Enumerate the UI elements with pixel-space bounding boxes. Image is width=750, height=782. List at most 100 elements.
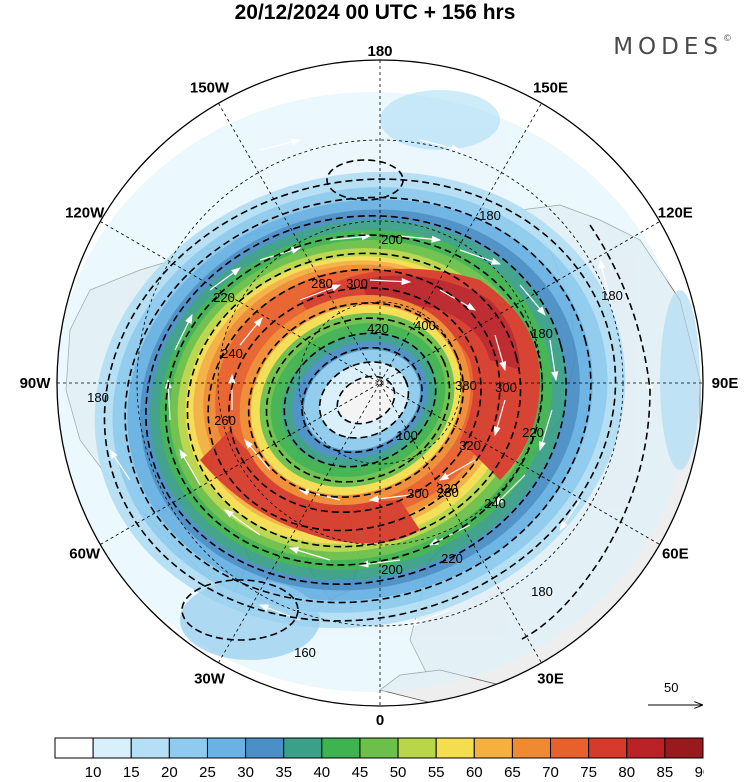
contour-label: 180 [531,584,553,599]
colorbar-tick-label: 30 [237,764,254,781]
colorbar-swatch [206,737,247,759]
brand-logo: MODES© [613,34,732,60]
colorbar-swatch [588,737,628,759]
contour-east-180 [519,224,651,641]
patch-north [380,90,500,150]
longitude-label: 30E [537,670,564,687]
contour-180 [103,178,617,622]
colorbar-tick-label: 35 [275,764,292,781]
colorbar-tick-label: 20 [161,764,178,781]
wind-vector [174,313,193,351]
contour-label: 320 [436,481,458,496]
contour-label: 200 [381,562,403,577]
contour-260 [186,252,522,548]
contour-220 [145,215,567,585]
colorbar-swatch [168,737,208,759]
colorbar-swatch [359,737,399,759]
contour-label: 400 [414,318,436,333]
contour-label: 240 [221,346,243,361]
contour-label: 300 [495,380,517,395]
contour-labels: 180 180 200 220 240 260 280 300 420 400 380 300 320 3… [87,208,623,660]
wind-vector [109,449,131,481]
wind-vector [459,249,502,265]
colorbar-tick-label: 15 [123,764,140,781]
wind-vector [179,448,201,486]
longitude-label: 180 [367,43,392,60]
contour-label: 300 [407,486,429,501]
contour-label: 260 [214,413,236,428]
longitude-label: 90E [712,375,739,392]
contour-label: 180 [601,288,623,303]
colorbar-swatch [92,737,132,759]
wind-vector [288,546,331,561]
contour-label: 320 [459,438,481,453]
contour-label: 180 [531,326,553,341]
contour-label: 420 [367,321,389,336]
reference-vector-label: 50 [664,680,679,695]
chart-title: 20/12/2024 00 UTC + 156 hrs [234,1,516,24]
longitude-label: 90W [20,375,52,392]
colorbar-swatch [511,737,552,759]
contour-200 [124,196,592,604]
map-boundary [56,59,704,707]
wind-vector [419,139,462,152]
contour-320 [247,302,465,498]
wind-vector [224,509,261,536]
contour-label: 280 [437,485,459,500]
wind-vector [493,399,506,437]
colorbar-swatch [626,737,666,759]
wind-vector [399,235,442,243]
contour-label: 220 [213,290,235,305]
contour-label: 100 [396,428,418,443]
wind-vector [358,559,401,568]
colorbar-tick-label: 45 [352,764,369,781]
height-contours [103,159,651,641]
wind-vector [244,439,271,471]
longitude-label: 120E [658,205,693,222]
contour-360 [283,332,437,468]
contour-280 [207,268,501,532]
contour-380 [301,346,423,454]
colorbar-swatch [321,737,361,759]
brand-mark: © [723,34,732,44]
wind-vector [239,317,263,346]
colorbar-tick-label: 25 [199,764,216,781]
colorbar-tick-label: 40 [313,764,330,781]
colorbar-swatch [245,737,285,759]
band-85-core [360,275,520,370]
colorbar-tick-label: 55 [428,764,445,781]
colorbar-swatch [435,737,475,759]
longitude-label: 0 [376,712,384,729]
colorbar-swatch [283,737,323,759]
contour-low-south [181,579,299,641]
longitude-label: 150E [533,80,568,97]
colorbar-swatch [550,737,590,759]
contour-label: 200 [381,232,403,247]
wind-vector [519,284,546,316]
colorbar-ticks: 10 15 20 25 30 35 40 45 50 55 60 65 70 75 80 85 90 [85,764,704,781]
colorbar-tick-label: 65 [504,764,521,781]
longitude-labels: 180 150E 120E 90E 60E 30E 0 30W 60W 90W 120W 150W [20,43,739,729]
wind-vector [538,409,553,452]
colorbar-tick-label: 70 [542,764,559,781]
wind-vector [438,459,476,481]
patch-south [180,580,320,660]
longitude-label: 30W [194,670,226,687]
colorbar-tick-label: 80 [618,764,635,781]
wind-vector [209,267,241,291]
wind-vector [598,258,611,301]
contour-low-north [326,159,404,201]
colorbar-swatch [54,737,94,759]
contour-300 [228,286,482,514]
colorbar-swatch [130,737,170,759]
wind-vector [494,334,507,372]
wind-vector [549,339,559,382]
wind-vector [408,609,451,626]
colorbar-tick-label: 10 [85,764,102,781]
wind-vector [299,284,342,301]
contour-label: 280 [311,276,333,291]
colorbar-swatch [473,737,513,759]
contour-400 [318,361,410,439]
colorbar-tick-label: 60 [466,764,483,781]
